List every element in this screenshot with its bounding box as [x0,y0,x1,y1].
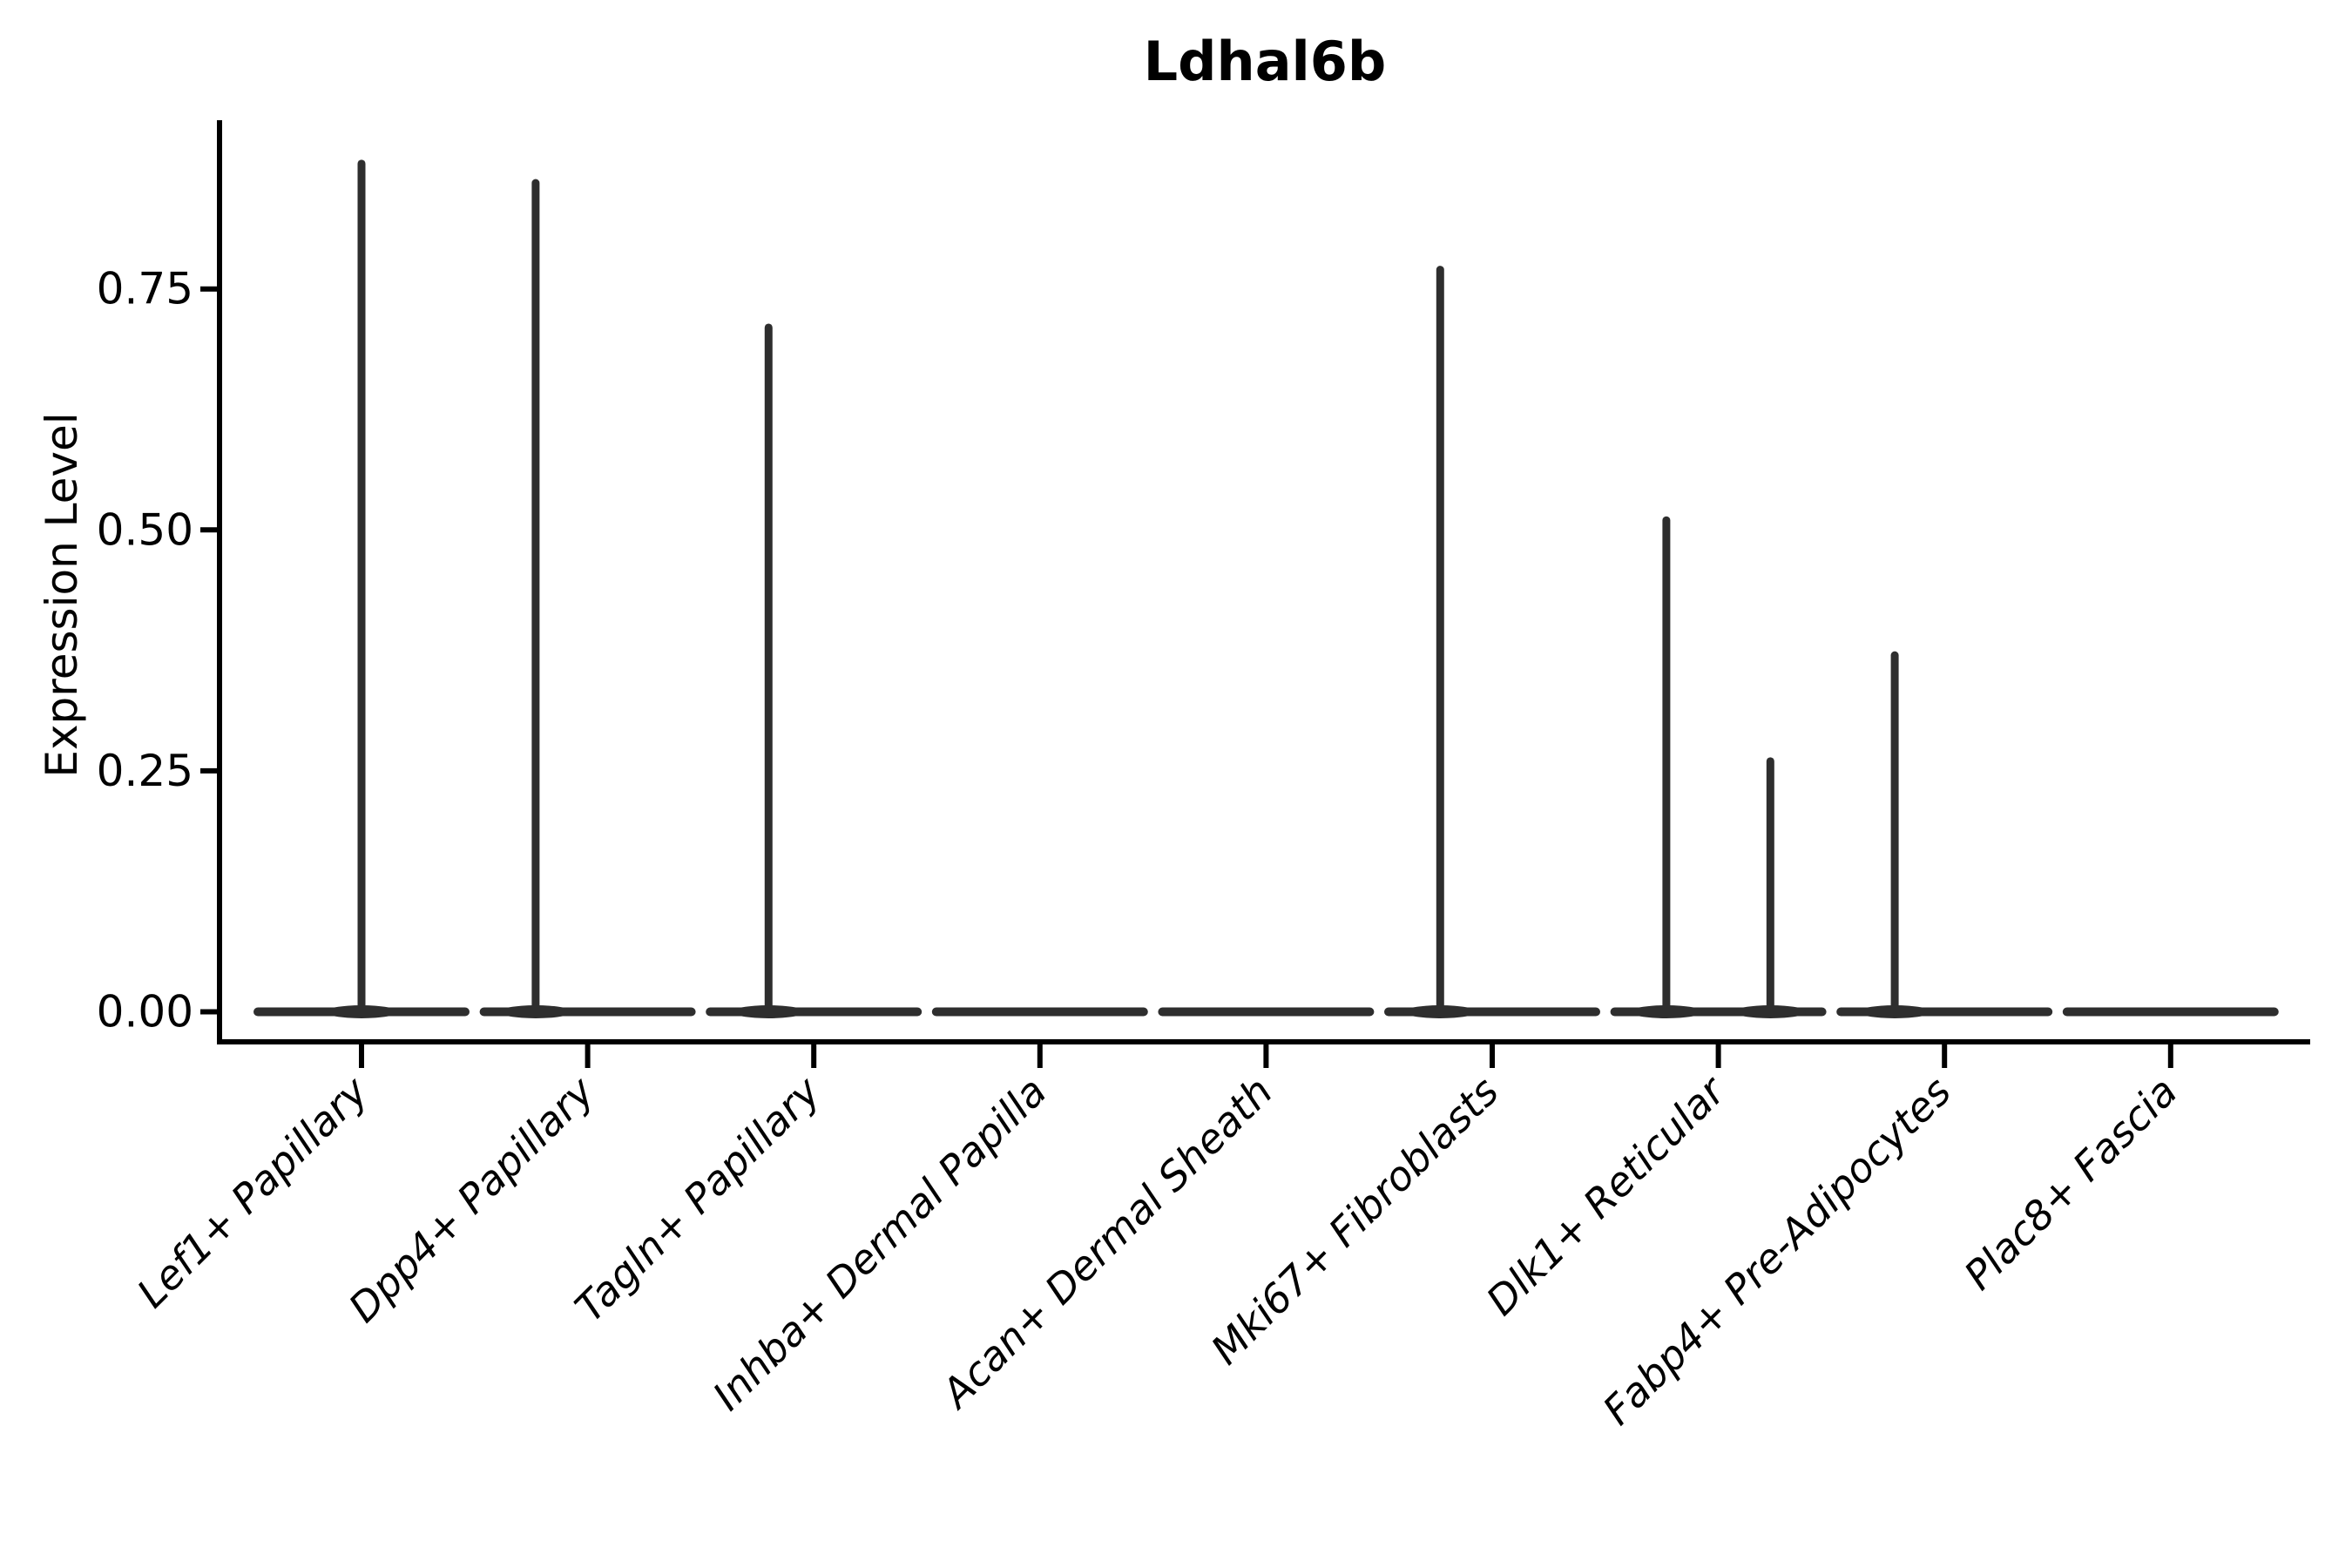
violin [1610,516,1827,1018]
y-tick-label: 0.50 [97,504,193,555]
y-tick-label: 0.75 [97,264,193,314]
violin [479,179,696,1018]
violins [253,159,2279,1018]
x-tick-label: Plac8+ Fascia [1955,1068,2186,1299]
violin [1384,266,1600,1018]
x-tick-label: Tagln+ Papillary [566,1067,830,1331]
violin [253,159,470,1018]
chart-title: Ldhal6b [1144,30,1387,93]
y-axis-label: Expression Level [37,412,87,777]
x-tick-label: Lef1+ Papillary [128,1067,377,1316]
violin [706,323,923,1018]
y-axis-ticks: 0.00 0.25 0.50 0.75 [97,264,220,1037]
x-tick-label: Dpp4+ Papillary [340,1067,604,1331]
violin [1836,651,2053,1018]
x-tick-label: Dlk1+ Reticular [1477,1065,1736,1324]
y-tick-label: 0.25 [97,746,193,796]
y-tick-label: 0.00 [97,987,193,1037]
